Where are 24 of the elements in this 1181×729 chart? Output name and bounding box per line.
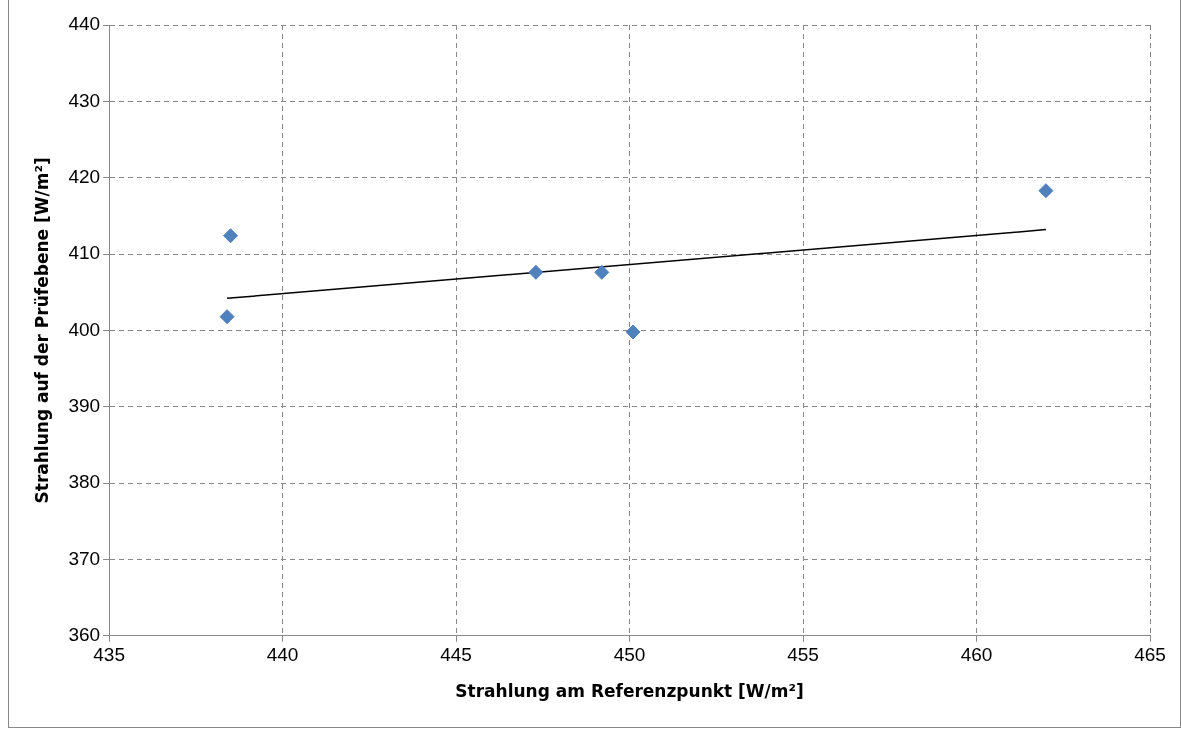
x-tick-label: 450 — [613, 644, 646, 666]
point — [223, 228, 239, 244]
x-tick-label: 465 — [1134, 644, 1166, 666]
y-tick-label: 360 — [68, 624, 101, 646]
y-tick-label: 410 — [68, 242, 101, 264]
y-tick-label: 370 — [68, 547, 101, 569]
x-tick-label: 445 — [440, 644, 472, 666]
y-tick-label: 430 — [68, 89, 101, 111]
point — [1038, 183, 1054, 199]
x-tick-label: 455 — [787, 644, 819, 666]
y-tick-label: 400 — [68, 318, 101, 340]
y-tick-label: 390 — [68, 394, 101, 416]
x-tick-label: 460 — [960, 644, 993, 666]
point — [594, 264, 610, 280]
point — [528, 264, 544, 280]
y-axis-title: Strahlung auf der Prüfebene [W/m²] — [31, 157, 52, 504]
point — [219, 309, 235, 325]
y-tick-label: 380 — [68, 471, 101, 493]
x-tick-label: 435 — [93, 644, 125, 666]
x-tick-label: 440 — [266, 644, 299, 666]
point — [625, 324, 641, 340]
y-tick-label: 440 — [68, 13, 101, 35]
x-axis-title: Strahlung am Referenzpunkt [W/m²] — [455, 681, 804, 702]
y-tick-label: 420 — [68, 165, 101, 187]
